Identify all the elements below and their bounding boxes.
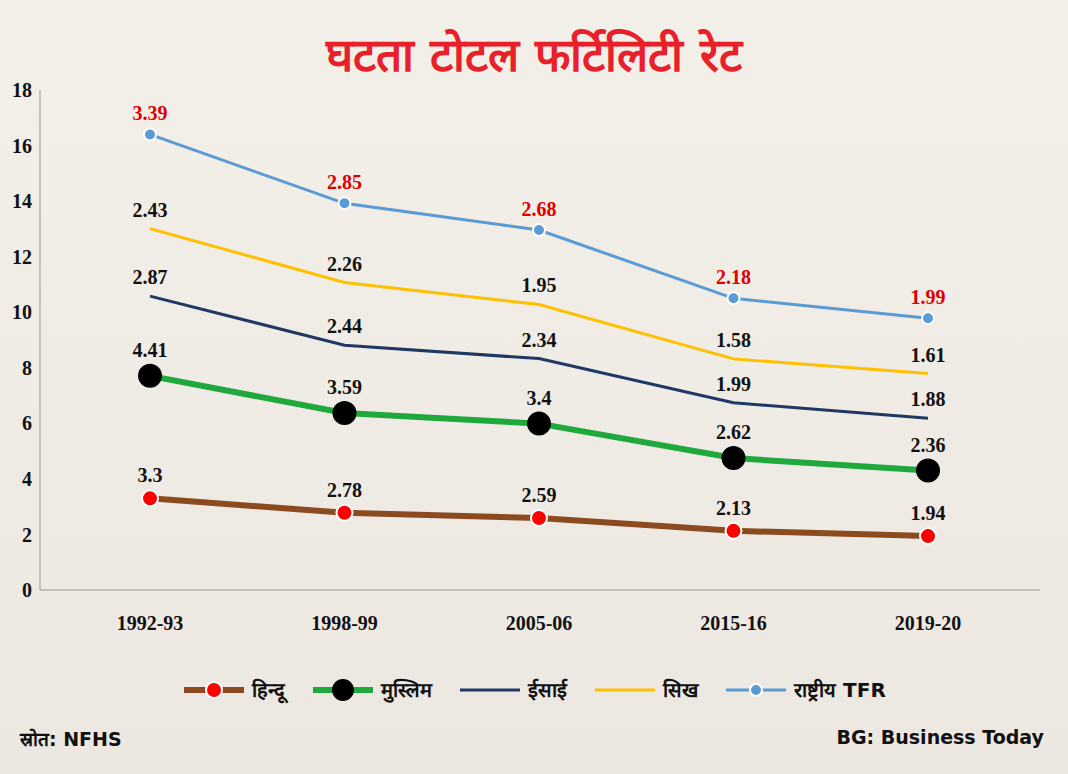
svg-text:1.94: 1.94 xyxy=(911,502,946,524)
svg-text:2.36: 2.36 xyxy=(911,434,946,456)
svg-text:2.85: 2.85 xyxy=(327,171,362,193)
svg-text:16: 16 xyxy=(12,135,32,157)
svg-text:2.78: 2.78 xyxy=(327,479,362,501)
svg-text:1.99: 1.99 xyxy=(716,373,751,395)
svg-text:3.39: 3.39 xyxy=(133,102,168,124)
svg-text:2.18: 2.18 xyxy=(716,266,751,288)
svg-text:1998-99: 1998-99 xyxy=(311,612,378,634)
svg-text:1.61: 1.61 xyxy=(911,344,946,366)
svg-text:2.59: 2.59 xyxy=(522,484,557,506)
svg-text:2015-16: 2015-16 xyxy=(700,612,767,634)
svg-text:18: 18 xyxy=(12,79,32,101)
svg-text:12: 12 xyxy=(12,246,32,268)
svg-text:1.99: 1.99 xyxy=(911,286,946,308)
svg-text:8: 8 xyxy=(22,357,32,379)
svg-text:0: 0 xyxy=(22,579,32,601)
html-text:राष्ट्रीय TFR: राष्ट्रीय TFR xyxy=(794,678,886,702)
svg-text:2.62: 2.62 xyxy=(716,421,751,443)
html-text:ईसाई: ईसाई xyxy=(528,678,568,702)
svg-text:2.44: 2.44 xyxy=(327,315,362,337)
svg-text:2.13: 2.13 xyxy=(716,497,751,519)
svg-text:10: 10 xyxy=(12,301,32,323)
svg-text:3.3: 3.3 xyxy=(138,464,163,486)
svg-text:1.58: 1.58 xyxy=(716,329,751,351)
svg-text:6: 6 xyxy=(22,412,32,434)
svg-text:2: 2 xyxy=(22,524,32,546)
svg-text:4.41: 4.41 xyxy=(133,339,168,361)
svg-text:2.68: 2.68 xyxy=(522,198,557,220)
svg-text:4: 4 xyxy=(22,468,32,490)
html-text:सिख: सिख xyxy=(663,678,699,702)
svg-text:14: 14 xyxy=(12,190,32,212)
svg-text:1.88: 1.88 xyxy=(911,388,946,410)
html-text:BG: Business Today: BG: Business Today xyxy=(836,726,1044,748)
svg-text:1.95: 1.95 xyxy=(522,274,557,296)
html-text:हिन्दू: हिन्दू xyxy=(252,678,286,702)
html-text:स्रोत: NFHS: स्रोत: NFHS xyxy=(20,728,122,750)
svg-text:1992-93: 1992-93 xyxy=(117,612,184,634)
svg-text:2.34: 2.34 xyxy=(522,329,557,351)
svg-text:2019-20: 2019-20 xyxy=(895,612,962,634)
svg-text:2.87: 2.87 xyxy=(133,266,168,288)
svg-text:2005-06: 2005-06 xyxy=(506,612,573,634)
svg-text:3.4: 3.4 xyxy=(527,387,552,409)
html-text:मुस्लिम: मुस्लिम xyxy=(381,678,433,702)
svg-text:2.43: 2.43 xyxy=(133,199,168,221)
svg-text:3.59: 3.59 xyxy=(327,376,362,398)
svg-text:2.26: 2.26 xyxy=(327,253,362,275)
html-text:घटता टोटल फर्टिलिटी रेट: घटता टोटल फर्टिलिटी रेट xyxy=(326,28,742,82)
